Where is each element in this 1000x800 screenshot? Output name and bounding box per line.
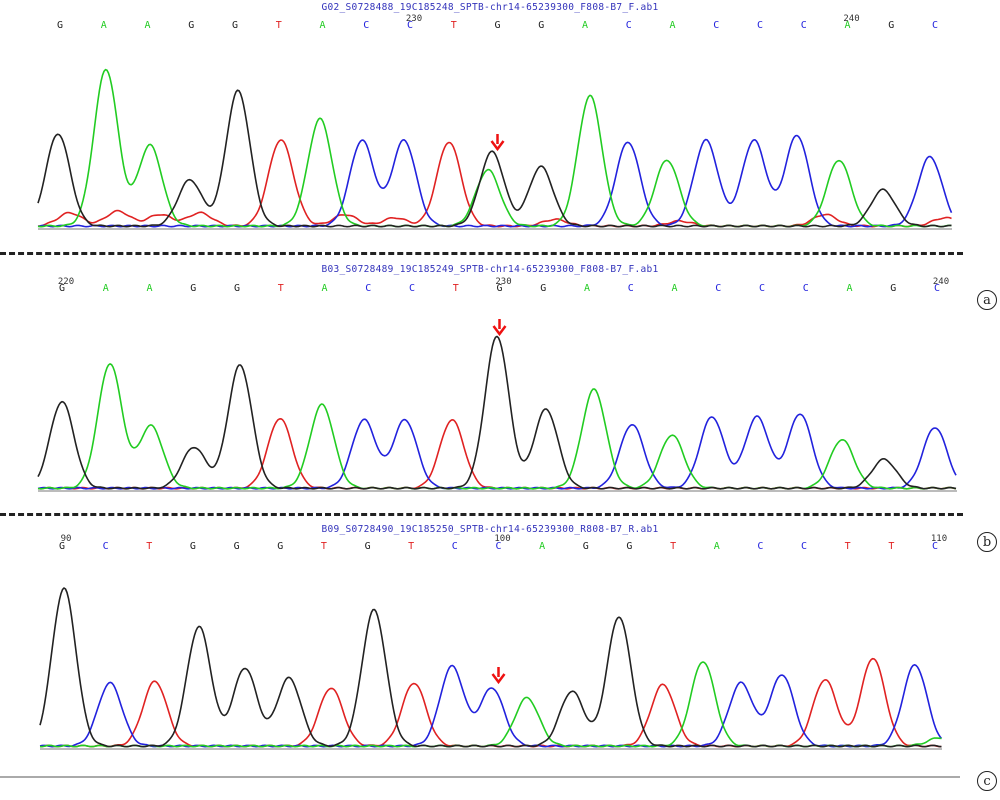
adenine-trace (39, 661, 942, 748)
base-call: A (146, 283, 152, 294)
position-number: 230 (406, 14, 422, 24)
base-call: A (846, 283, 852, 294)
thymine-trace (39, 657, 942, 748)
guanine-trace (39, 587, 942, 748)
base-call: C (801, 20, 807, 31)
position-number: 220 (58, 277, 74, 287)
base-call: A (844, 20, 850, 31)
base-call: C (715, 283, 721, 294)
base-call: G (190, 283, 196, 294)
trace-filename: G02_S0728488_19C185248_SPTB-chr14-652393… (321, 2, 658, 13)
base-call: C (103, 541, 109, 552)
panel-divider (0, 513, 963, 516)
base-call: G (232, 20, 238, 31)
base-call: G (890, 283, 896, 294)
cytosine-trace (39, 664, 943, 748)
base-call: A (671, 283, 677, 294)
base-call: G (583, 541, 589, 552)
base-call: G (188, 20, 194, 31)
base-call: C (452, 541, 458, 552)
base-call: G (494, 20, 500, 31)
base-call: G (540, 283, 546, 294)
base-call: T (408, 541, 414, 552)
base-call: T (451, 20, 457, 31)
position-number: 110 (931, 534, 947, 544)
base-call: G (59, 283, 65, 294)
variant-arrow-icon (492, 319, 507, 337)
panel-label-a: a (977, 290, 997, 310)
base-call: G (190, 541, 196, 552)
base-call: A (321, 283, 327, 294)
position-number: 100 (494, 534, 510, 544)
chromatogram-panel-a: G02_S0728488_19C185248_SPTB-chr14-652393… (37, 2, 953, 230)
base-call: G (57, 20, 63, 31)
position-number: 240 (843, 14, 859, 24)
base-call: G (496, 283, 502, 294)
trace-filename: B09_S0728490_19C185250_SPTB-chr14-652393… (321, 524, 658, 535)
position-number: 230 (495, 277, 511, 287)
cytosine-trace (37, 134, 953, 228)
base-call: G (538, 20, 544, 31)
base-call: T (321, 541, 327, 552)
guanine-trace (37, 89, 952, 228)
trace-filename: B03_S0728489_19C185249_SPTB-chr14-652393… (321, 264, 658, 275)
base-call: A (584, 283, 590, 294)
base-call: C (801, 541, 807, 552)
base-call: T (453, 283, 459, 294)
base-call: A (714, 541, 720, 552)
base-call: T (146, 541, 152, 552)
thymine-trace (37, 418, 957, 490)
base-call: C (803, 283, 809, 294)
base-call: C (757, 20, 763, 31)
chromatogram-panel-c: B09_S0728490_19C185250_SPTB-chr14-652393… (39, 524, 947, 750)
adenine-trace (37, 363, 957, 490)
base-call: G (626, 541, 632, 552)
base-call: C (757, 541, 763, 552)
chromatogram-panel-b: B03_S0728489_19C185249_SPTB-chr14-652393… (37, 264, 957, 492)
base-call: C (713, 20, 719, 31)
position-number: 90 (61, 534, 72, 544)
panel-label-c: c (977, 771, 997, 791)
base-call: G (59, 541, 65, 552)
base-call: C (932, 541, 938, 552)
base-call: C (934, 283, 940, 294)
base-call: A (319, 20, 325, 31)
base-call: C (407, 20, 413, 31)
variant-arrow-icon (490, 134, 505, 152)
base-call: T (278, 283, 284, 294)
variant-arrow-icon (491, 667, 506, 685)
base-call: T (888, 541, 894, 552)
position-number: 240 (933, 277, 949, 287)
base-call: T (670, 541, 676, 552)
base-call: C (932, 20, 938, 31)
cytosine-trace (37, 413, 957, 490)
base-call: C (409, 283, 415, 294)
base-call: T (276, 20, 282, 31)
base-call: A (539, 541, 545, 552)
guanine-trace (37, 335, 957, 490)
panel-divider (0, 776, 960, 778)
base-call: G (234, 541, 240, 552)
base-call: G (277, 541, 283, 552)
base-call: G (888, 20, 894, 31)
base-call: G (365, 541, 371, 552)
base-call: G (234, 283, 240, 294)
base-call: C (365, 283, 371, 294)
base-call: C (628, 283, 634, 294)
base-call: A (103, 283, 109, 294)
base-call: C (759, 283, 765, 294)
panel-divider (0, 252, 963, 255)
base-call: C (363, 20, 369, 31)
panel-label-b: b (977, 532, 997, 552)
base-call: A (101, 20, 107, 31)
base-call: C (626, 20, 632, 31)
adenine-trace (37, 68, 952, 228)
base-call: C (495, 541, 501, 552)
base-call: A (669, 20, 675, 31)
base-call: T (845, 541, 851, 552)
base-call: A (582, 20, 588, 31)
base-call: A (144, 20, 150, 31)
